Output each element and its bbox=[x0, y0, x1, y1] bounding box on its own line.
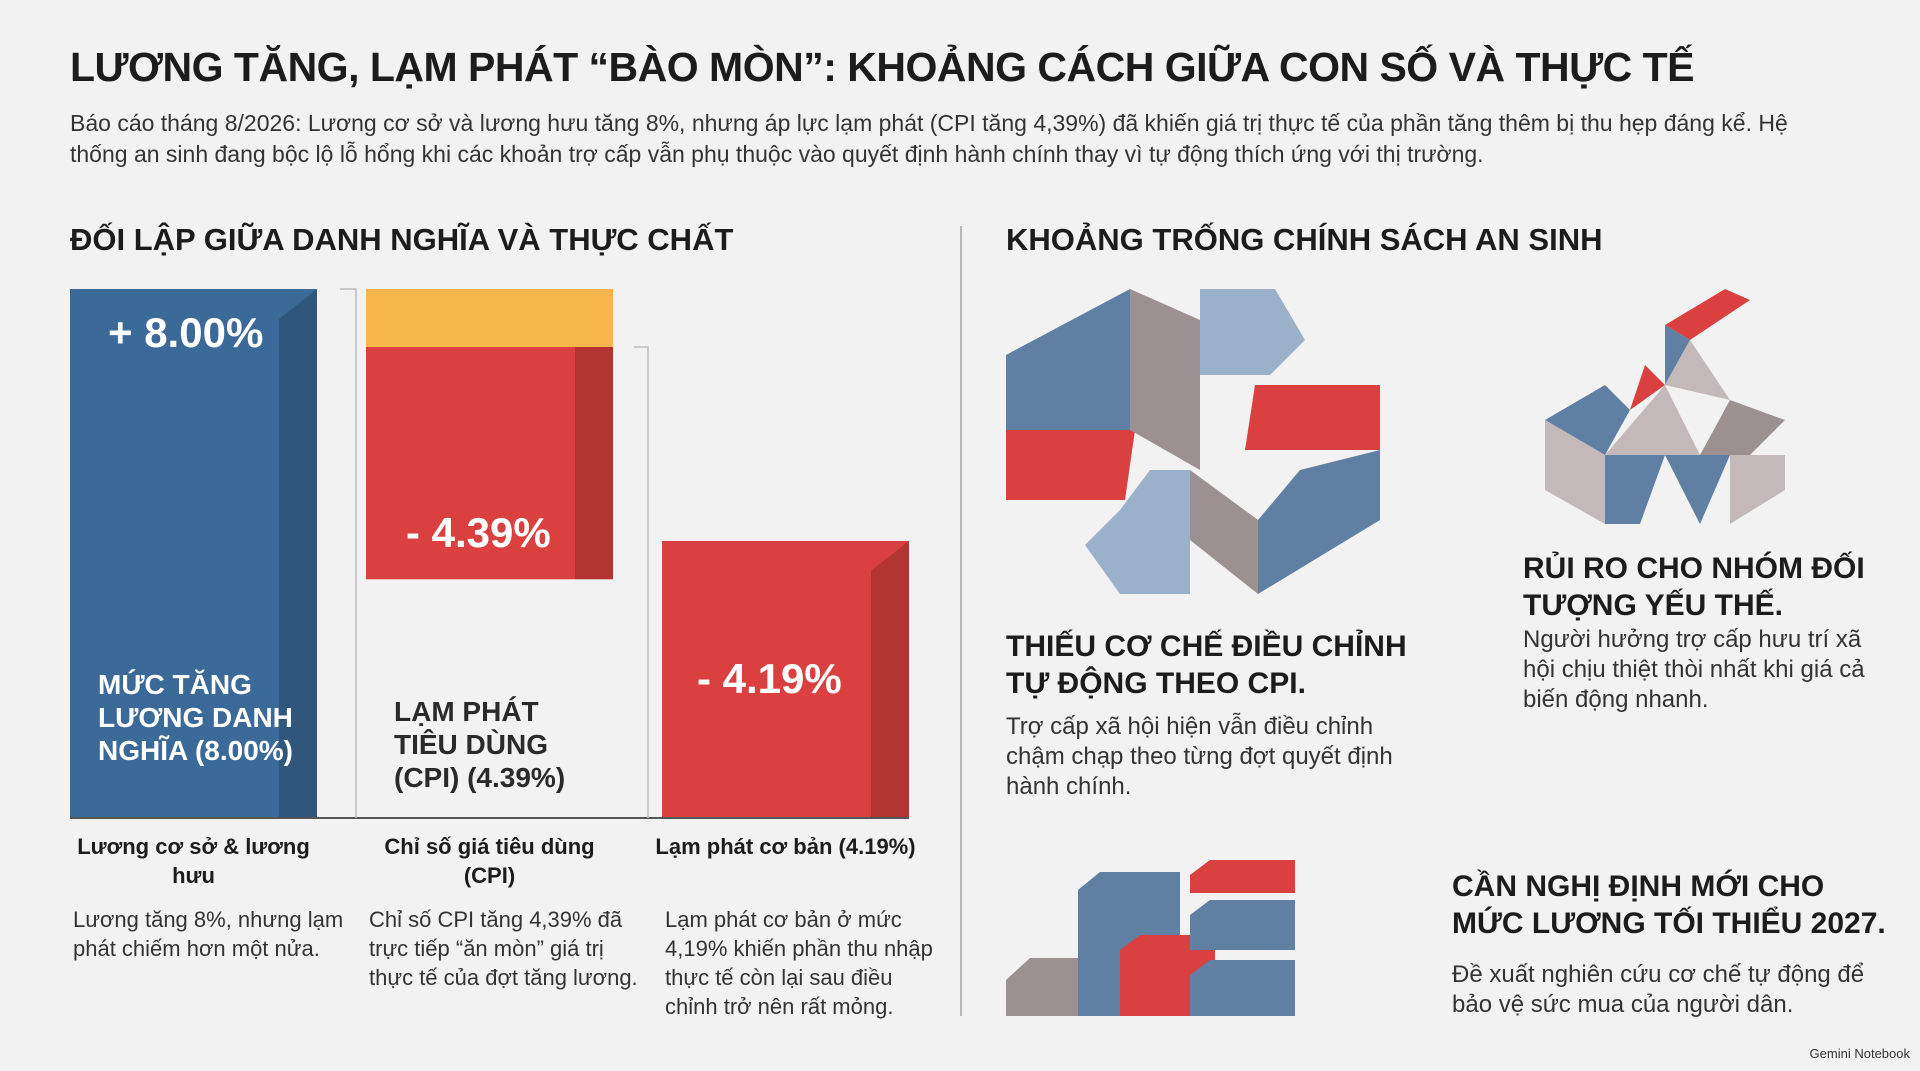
item-title: CẦN NGHỊ ĐỊNH MỚI CHO MỨC LƯƠNG TỐI THIỂ… bbox=[1452, 870, 1886, 940]
bracket bbox=[634, 346, 649, 818]
description: Lương tăng 8%, nhưng lạm phát chiếm hơn … bbox=[73, 907, 344, 961]
item-text: Đề xuất nghiên cứu cơ chế tự động để bảo… bbox=[1452, 961, 1865, 1018]
item-title: RỦI RO CHO NHÓM ĐỐI TƯỢNG YẾU THẾ. bbox=[1523, 552, 1865, 622]
x-tick-label: Lương cơ sở & lương hưu bbox=[77, 834, 310, 888]
page-subtitle: Báo cáo tháng 8/2026: Lương cơ sở và lươ… bbox=[70, 110, 1788, 167]
x-tick-label: Lạm phát cơ bản (4.19%) bbox=[655, 834, 916, 859]
value-label: + 8.00% bbox=[108, 309, 264, 356]
footer: Gemini Notebook bbox=[1809, 1046, 1910, 1061]
description: Lạm phát cơ bản ở mức 4,19% khiến phần t… bbox=[665, 907, 933, 1019]
item-text: Trợ cấp xã hội hiện vẫn điều chỉnh chậm … bbox=[1006, 713, 1393, 800]
bar-shade bbox=[871, 540, 909, 818]
bar-cap bbox=[366, 289, 613, 347]
value-label: - 4.19% bbox=[697, 655, 842, 703]
chart-title: ĐỐI LẬP GIỮA DANH NGHĨA VÀ THỰC CHẤT bbox=[70, 222, 734, 257]
page-title: LƯƠNG TĂNG, LẠM PHÁT “BÀO MÒN”: KHOẢNG C… bbox=[70, 44, 1695, 90]
icon-blocks bbox=[1006, 860, 1295, 1016]
bracket bbox=[340, 288, 357, 818]
description: Chỉ số CPI tăng 4,39% đã trực tiếp “ăn m… bbox=[369, 907, 638, 990]
value-label: - 4.39% bbox=[406, 509, 551, 557]
bar-text: MỨC TĂNG LƯƠNG DANH NGHĨA (8.00%) bbox=[98, 669, 294, 766]
x-tick-label: Chỉ số giá tiêu dùng (CPI) bbox=[384, 834, 595, 888]
bar bbox=[70, 289, 317, 818]
item-text: Người hưởng trợ cấp hưu trí xã hội chịu … bbox=[1523, 626, 1865, 713]
icon-arrows bbox=[1006, 289, 1380, 594]
bar-text: LẠM PHÁT TIÊU DÙNG (CPI) (4.39%) bbox=[394, 696, 566, 793]
icon-triangles bbox=[1545, 289, 1785, 524]
bar bbox=[662, 540, 909, 818]
bar-shade bbox=[575, 289, 613, 580]
item-title: THIẾU CƠ CHẾ ĐIỀU CHỈNH TỰ ĐỘNG THEO CPI… bbox=[1006, 630, 1407, 700]
section-title: KHOẢNG TRỐNG CHÍNH SÁCH AN SINH bbox=[1006, 222, 1603, 257]
bar-shade bbox=[279, 289, 317, 818]
